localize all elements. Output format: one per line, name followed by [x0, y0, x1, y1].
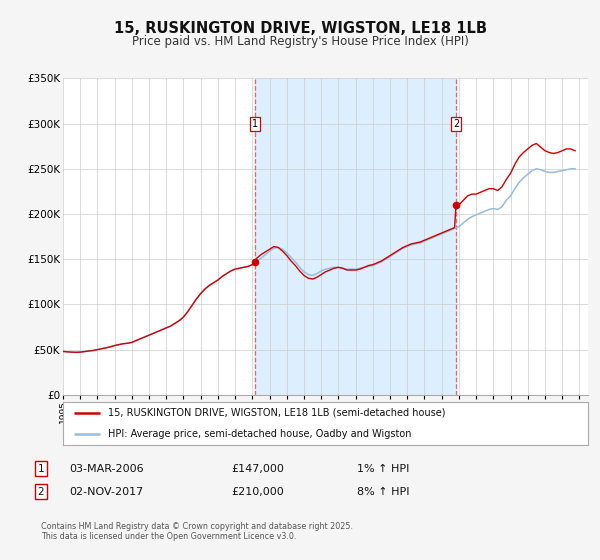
Text: 1% ↑ HPI: 1% ↑ HPI	[357, 464, 409, 474]
Text: 03-MAR-2006: 03-MAR-2006	[69, 464, 143, 474]
Text: Price paid vs. HM Land Registry's House Price Index (HPI): Price paid vs. HM Land Registry's House …	[131, 35, 469, 48]
Text: 2: 2	[453, 119, 459, 129]
Text: 15, RUSKINGTON DRIVE, WIGSTON, LE18 1LB: 15, RUSKINGTON DRIVE, WIGSTON, LE18 1LB	[113, 21, 487, 36]
Bar	[255, 78, 456, 395]
Text: 1: 1	[252, 119, 259, 129]
Text: £210,000: £210,000	[231, 487, 284, 497]
Text: 02-NOV-2017: 02-NOV-2017	[69, 487, 143, 497]
Text: £147,000: £147,000	[231, 464, 284, 474]
Text: 1: 1	[37, 464, 44, 474]
Text: Contains HM Land Registry data © Crown copyright and database right 2025.
This d: Contains HM Land Registry data © Crown c…	[41, 522, 353, 542]
Text: HPI: Average price, semi-detached house, Oadby and Wigston: HPI: Average price, semi-detached house,…	[107, 429, 411, 439]
Text: 15, RUSKINGTON DRIVE, WIGSTON, LE18 1LB (semi-detached house): 15, RUSKINGTON DRIVE, WIGSTON, LE18 1LB …	[107, 408, 445, 418]
Text: 8% ↑ HPI: 8% ↑ HPI	[357, 487, 409, 497]
Text: 2: 2	[37, 487, 44, 497]
